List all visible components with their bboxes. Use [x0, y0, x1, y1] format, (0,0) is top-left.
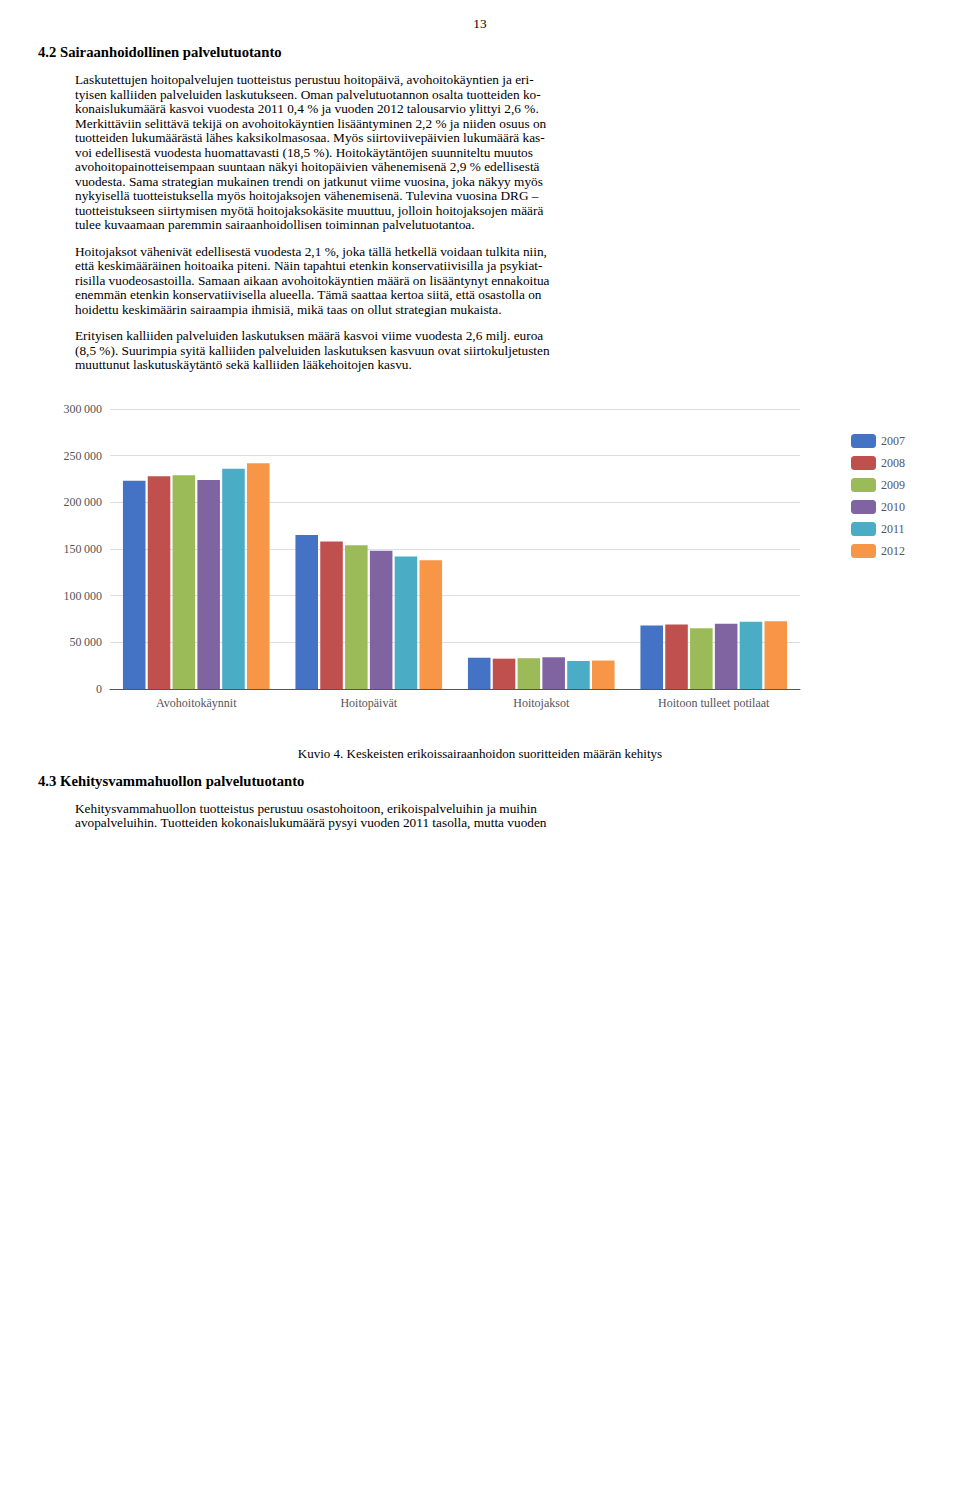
- svg-text:200 000: 200 000: [64, 495, 102, 509]
- html-text:(8,5 %). Suurimpia syitä kalli: (8,5 %). Suurimpia syitä kalliiden palve…: [75, 342, 550, 358]
- html-text:avohoitopainotteisempaan suunt: avohoitopainotteisempaan suuntaan näkyi …: [75, 159, 540, 174]
- svg-text:Kuvio 4. Keskeisten erikoissai: Kuvio 4. Keskeisten erikoissairaanhoidon…: [298, 746, 662, 761]
- html-text:Merkittäviin selittävä tekijä: Merkittäviin selittävä tekijä on avohoit…: [75, 115, 547, 131]
- html-text:vuodesta. Sama strategian muka: vuodesta. Sama strategian mukainen trend…: [75, 173, 543, 189]
- html-text:hoidettu keskimäärin sairaampi: hoidettu keskimäärin sairaampia ihmisiä,…: [75, 301, 502, 317]
- svg-text:2008: 2008: [881, 456, 905, 470]
- html-text:että keskimääräinen hoitoaika: että keskimääräinen hoitoaika piteni. Nä…: [75, 258, 543, 273]
- svg-text:2010: 2010: [881, 500, 905, 514]
- svg-text:Hoitojaksot: Hoitojaksot: [513, 696, 570, 710]
- html-text:4.3 Kehitysvammahuollon palvel: 4.3 Kehitysvammahuollon palvelutuotanto: [38, 772, 305, 789]
- svg-text:0: 0: [96, 682, 102, 696]
- html-text:muuttunut laskutuskäytäntö sek: muuttunut laskutuskäytäntö sekä kalliide…: [75, 357, 412, 372]
- html-text:13: 13: [473, 16, 487, 31]
- html-text:tulee kuvaamaan paremmin saira: tulee kuvaamaan paremmin sairaanhoidolli…: [75, 217, 475, 232]
- html-text:Kehitysvammahuollon tuotteistu: Kehitysvammahuollon tuotteistus perustuu…: [75, 800, 537, 816]
- html-text:4.2 Sairaanhoidollinen palvelu: 4.2 Sairaanhoidollinen palvelutuotanto: [38, 44, 282, 60]
- svg-text:100 000: 100 000: [64, 588, 102, 602]
- html-text:konaislukumäärä kasvoi vuodest: konaislukumäärä kasvoi vuodesta 2011 0,4…: [75, 101, 539, 116]
- html-text:tuotteistukseen siirtymisen my: tuotteistukseen siirtymisen myötä hoitoj…: [75, 202, 544, 218]
- svg-text:Hoitoon tulleet potilaat: Hoitoon tulleet potilaat: [658, 696, 770, 710]
- svg-text:2009: 2009: [881, 478, 905, 492]
- html-text:enemmän etenkin konservatiivis: enemmän etenkin konservatiivisella aluee…: [75, 287, 542, 302]
- svg-text:150 000: 150 000: [64, 542, 102, 556]
- html-text:nykyisellä tuotteistuksella my: nykyisellä tuotteistuksella myös hoitoja…: [75, 188, 539, 203]
- html-text:voi edellisestä vuodesta huoma: voi edellisestä vuodesta huomattavasti (…: [75, 144, 533, 160]
- html-text:avopalveluihin. Tuotteiden kok: avopalveluihin. Tuotteiden kokonaislukum…: [75, 815, 547, 830]
- html-text:Erityisen kalliiden palveluide: Erityisen kalliiden palveluiden laskutuk…: [75, 328, 544, 343]
- svg-text:50 000: 50 000: [70, 635, 102, 649]
- html-text:risilla vuodeosastoilla. Samaa: risilla vuodeosastoilla. Samaan aikaan a…: [75, 272, 550, 288]
- html-text:Hoitojaksot vähenivät edellise: Hoitojaksot vähenivät edellisestä vuodes…: [75, 243, 547, 259]
- svg-text:250 000: 250 000: [64, 448, 102, 462]
- html-text:tuotteiden lukumäärästä lähes: tuotteiden lukumäärästä lähes kaksikolma…: [75, 130, 545, 145]
- svg-text:2011: 2011: [881, 522, 905, 536]
- html-text:Laskutettujen hoitopalvelujen: Laskutettujen hoitopalvelujen tuotteistu…: [75, 72, 534, 87]
- html-text:tyisen kalliiden palveluiden l: tyisen kalliiden palveluiden laskutuksee…: [75, 86, 541, 102]
- svg-text:Hoitopäivät: Hoitopäivät: [340, 696, 397, 710]
- svg-text:Avohoitokäynnit: Avohoitokäynnit: [156, 696, 237, 710]
- svg-text:300 000: 300 000: [64, 402, 102, 416]
- svg-text:2007: 2007: [881, 434, 905, 448]
- svg-text:2012: 2012: [881, 544, 905, 558]
